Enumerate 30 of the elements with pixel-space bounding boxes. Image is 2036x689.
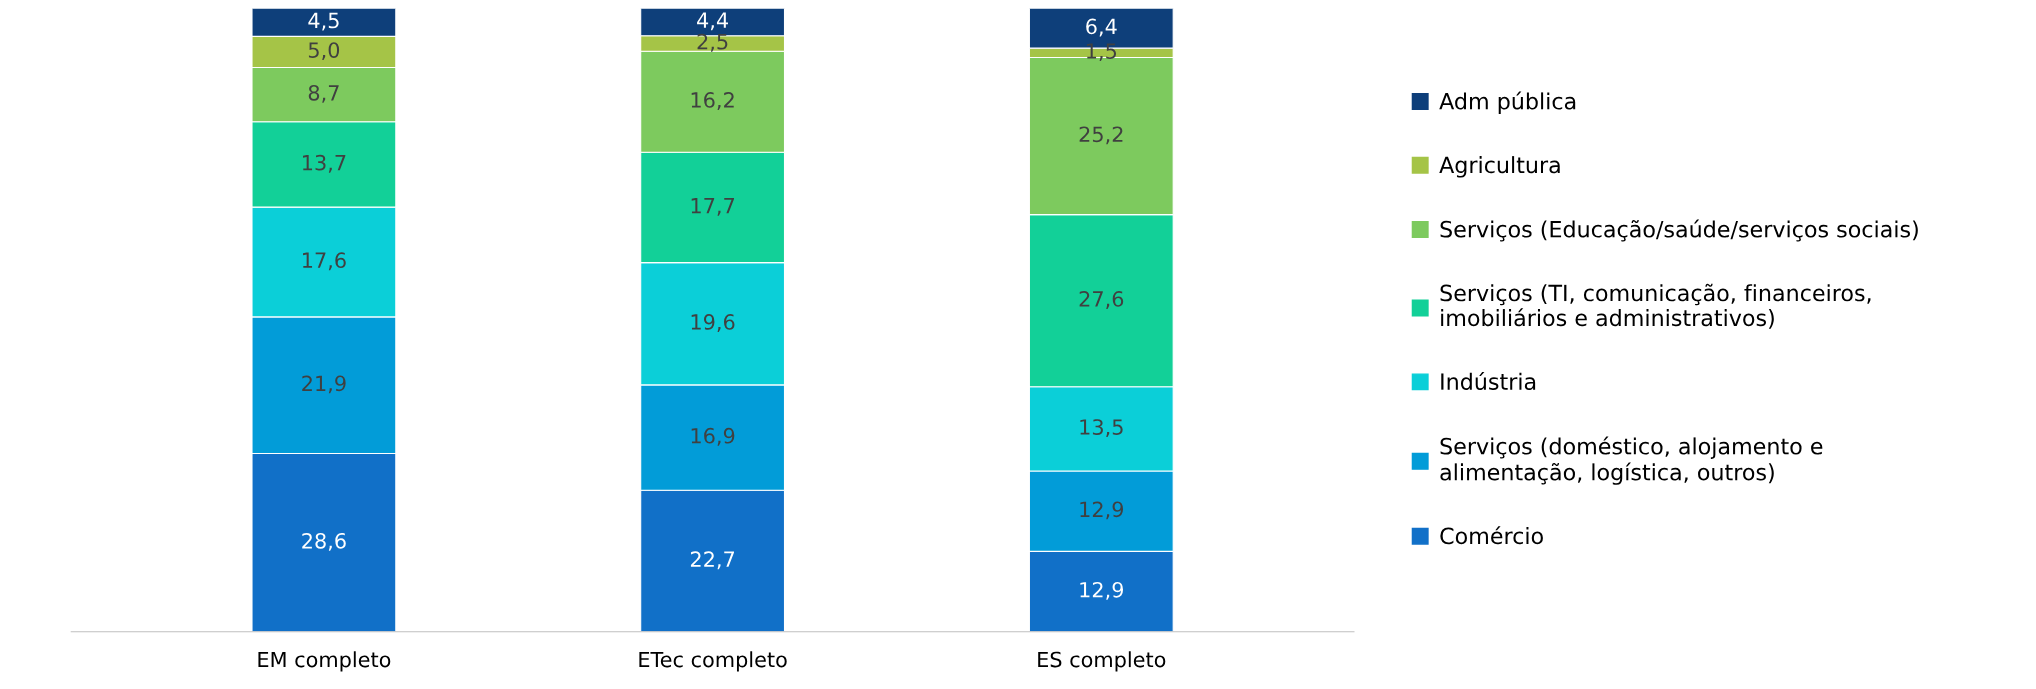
data-label: 21,9 <box>302 375 346 394</box>
data-label: 8,7 <box>308 84 339 103</box>
data-label: 17,7 <box>691 198 735 216</box>
legend-label: Agricultura <box>1439 156 1560 178</box>
data-label: 6,4 <box>1086 18 1117 37</box>
legend-label: Comércio <box>1440 526 1543 545</box>
legend-label: Serviços (Educação/saúde/serviços sociais) <box>1440 219 1918 242</box>
data-label: 16,9 <box>691 427 735 446</box>
data-label: 19,6 <box>691 314 735 332</box>
data-label: 13,7 <box>303 154 346 173</box>
x-tick-label: EM completo <box>258 651 391 672</box>
legend-label: Adm pública <box>1439 91 1576 114</box>
x-tick-label: ES completo <box>1038 651 1166 672</box>
data-label: 4,5 <box>308 12 339 31</box>
data-label: 2,5 <box>697 33 728 52</box>
legend-label: Serviços (TI, comunicação, financeiros, imobiliários e administrativos) <box>1440 283 1871 329</box>
data-label: 25,2 <box>1079 126 1123 145</box>
legend-label: Indústria <box>1441 371 1536 390</box>
data-label: 5,0 <box>308 42 340 61</box>
data-label: 4,4 <box>697 12 728 31</box>
data-label: 12,9 <box>1080 501 1124 520</box>
data-label: 16,2 <box>691 92 734 110</box>
data-label: 12,9 <box>1080 581 1124 600</box>
data-label: 22,7 <box>690 551 735 570</box>
legend-label: Serviços (doméstico, alojamento e alimentação, logística, outros) <box>1440 436 1823 485</box>
x-tick-label: ETec completo <box>639 651 787 672</box>
data-label: 27,6 <box>1079 291 1124 309</box>
data-label: 17,6 <box>303 252 346 271</box>
data-label: 28,6 <box>302 532 346 551</box>
data-label: 13,5 <box>1080 419 1123 438</box>
